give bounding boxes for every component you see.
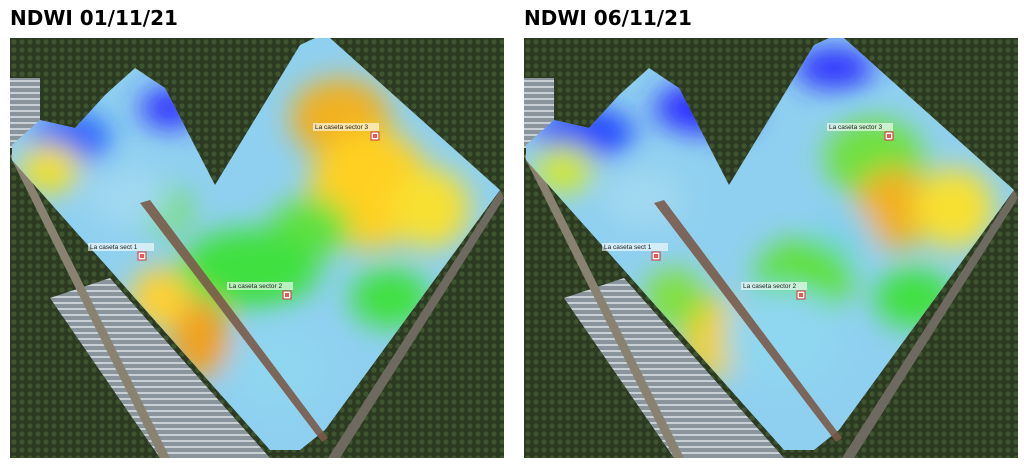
ndwi-blobs [534, 48, 994, 388]
marker-label: La caseta sector 3 [829, 124, 882, 131]
canal [140, 200, 328, 442]
marker-label-bg [602, 243, 668, 251]
marker-label: La caseta sect 1 [604, 244, 652, 251]
marker-label-bg [741, 282, 807, 290]
marker-dot [887, 134, 891, 138]
ndwi-zone [180, 228, 320, 308]
marker-label-bg [227, 282, 293, 290]
ndwi-zone [914, 168, 994, 248]
marker-dot [373, 134, 377, 138]
ndwi-zone [724, 288, 844, 388]
marker-label-bg [313, 123, 379, 131]
canal [654, 200, 842, 442]
marker-dot [654, 254, 658, 258]
marker-label: La caseta sector 2 [229, 283, 282, 290]
ndwi-zone [534, 143, 594, 193]
marker-label: La caseta sector 3 [315, 124, 368, 131]
marker-dot [285, 293, 289, 297]
road [328, 190, 504, 458]
marker-label: La caseta sect 1 [90, 244, 138, 251]
map-panel: La caseta sector 3 La caseta sect 1 La cas… [10, 38, 504, 458]
marker-dot [140, 254, 144, 258]
road [10, 150, 170, 458]
greenhouses [50, 278, 270, 458]
marker-label: La caseta sector 2 [743, 283, 796, 290]
ndwi-zone [20, 143, 80, 193]
map-panel: La caseta sector 3 La caseta sect 1 La cas… [524, 38, 1018, 458]
ndwi-zone [350, 268, 430, 328]
ndwi-zone [854, 168, 934, 248]
greenhouses [564, 278, 784, 458]
ndwi-zone [794, 48, 874, 88]
road [524, 150, 684, 458]
panel-title: NDWI 01/11/21 [10, 6, 178, 30]
marker-label-bg [827, 123, 893, 131]
panel-title: NDWI 06/11/21 [524, 6, 692, 30]
road [842, 190, 1018, 458]
marker-label-bg [88, 243, 154, 251]
marker-dot [799, 293, 803, 297]
ndwi-zone [390, 168, 470, 248]
